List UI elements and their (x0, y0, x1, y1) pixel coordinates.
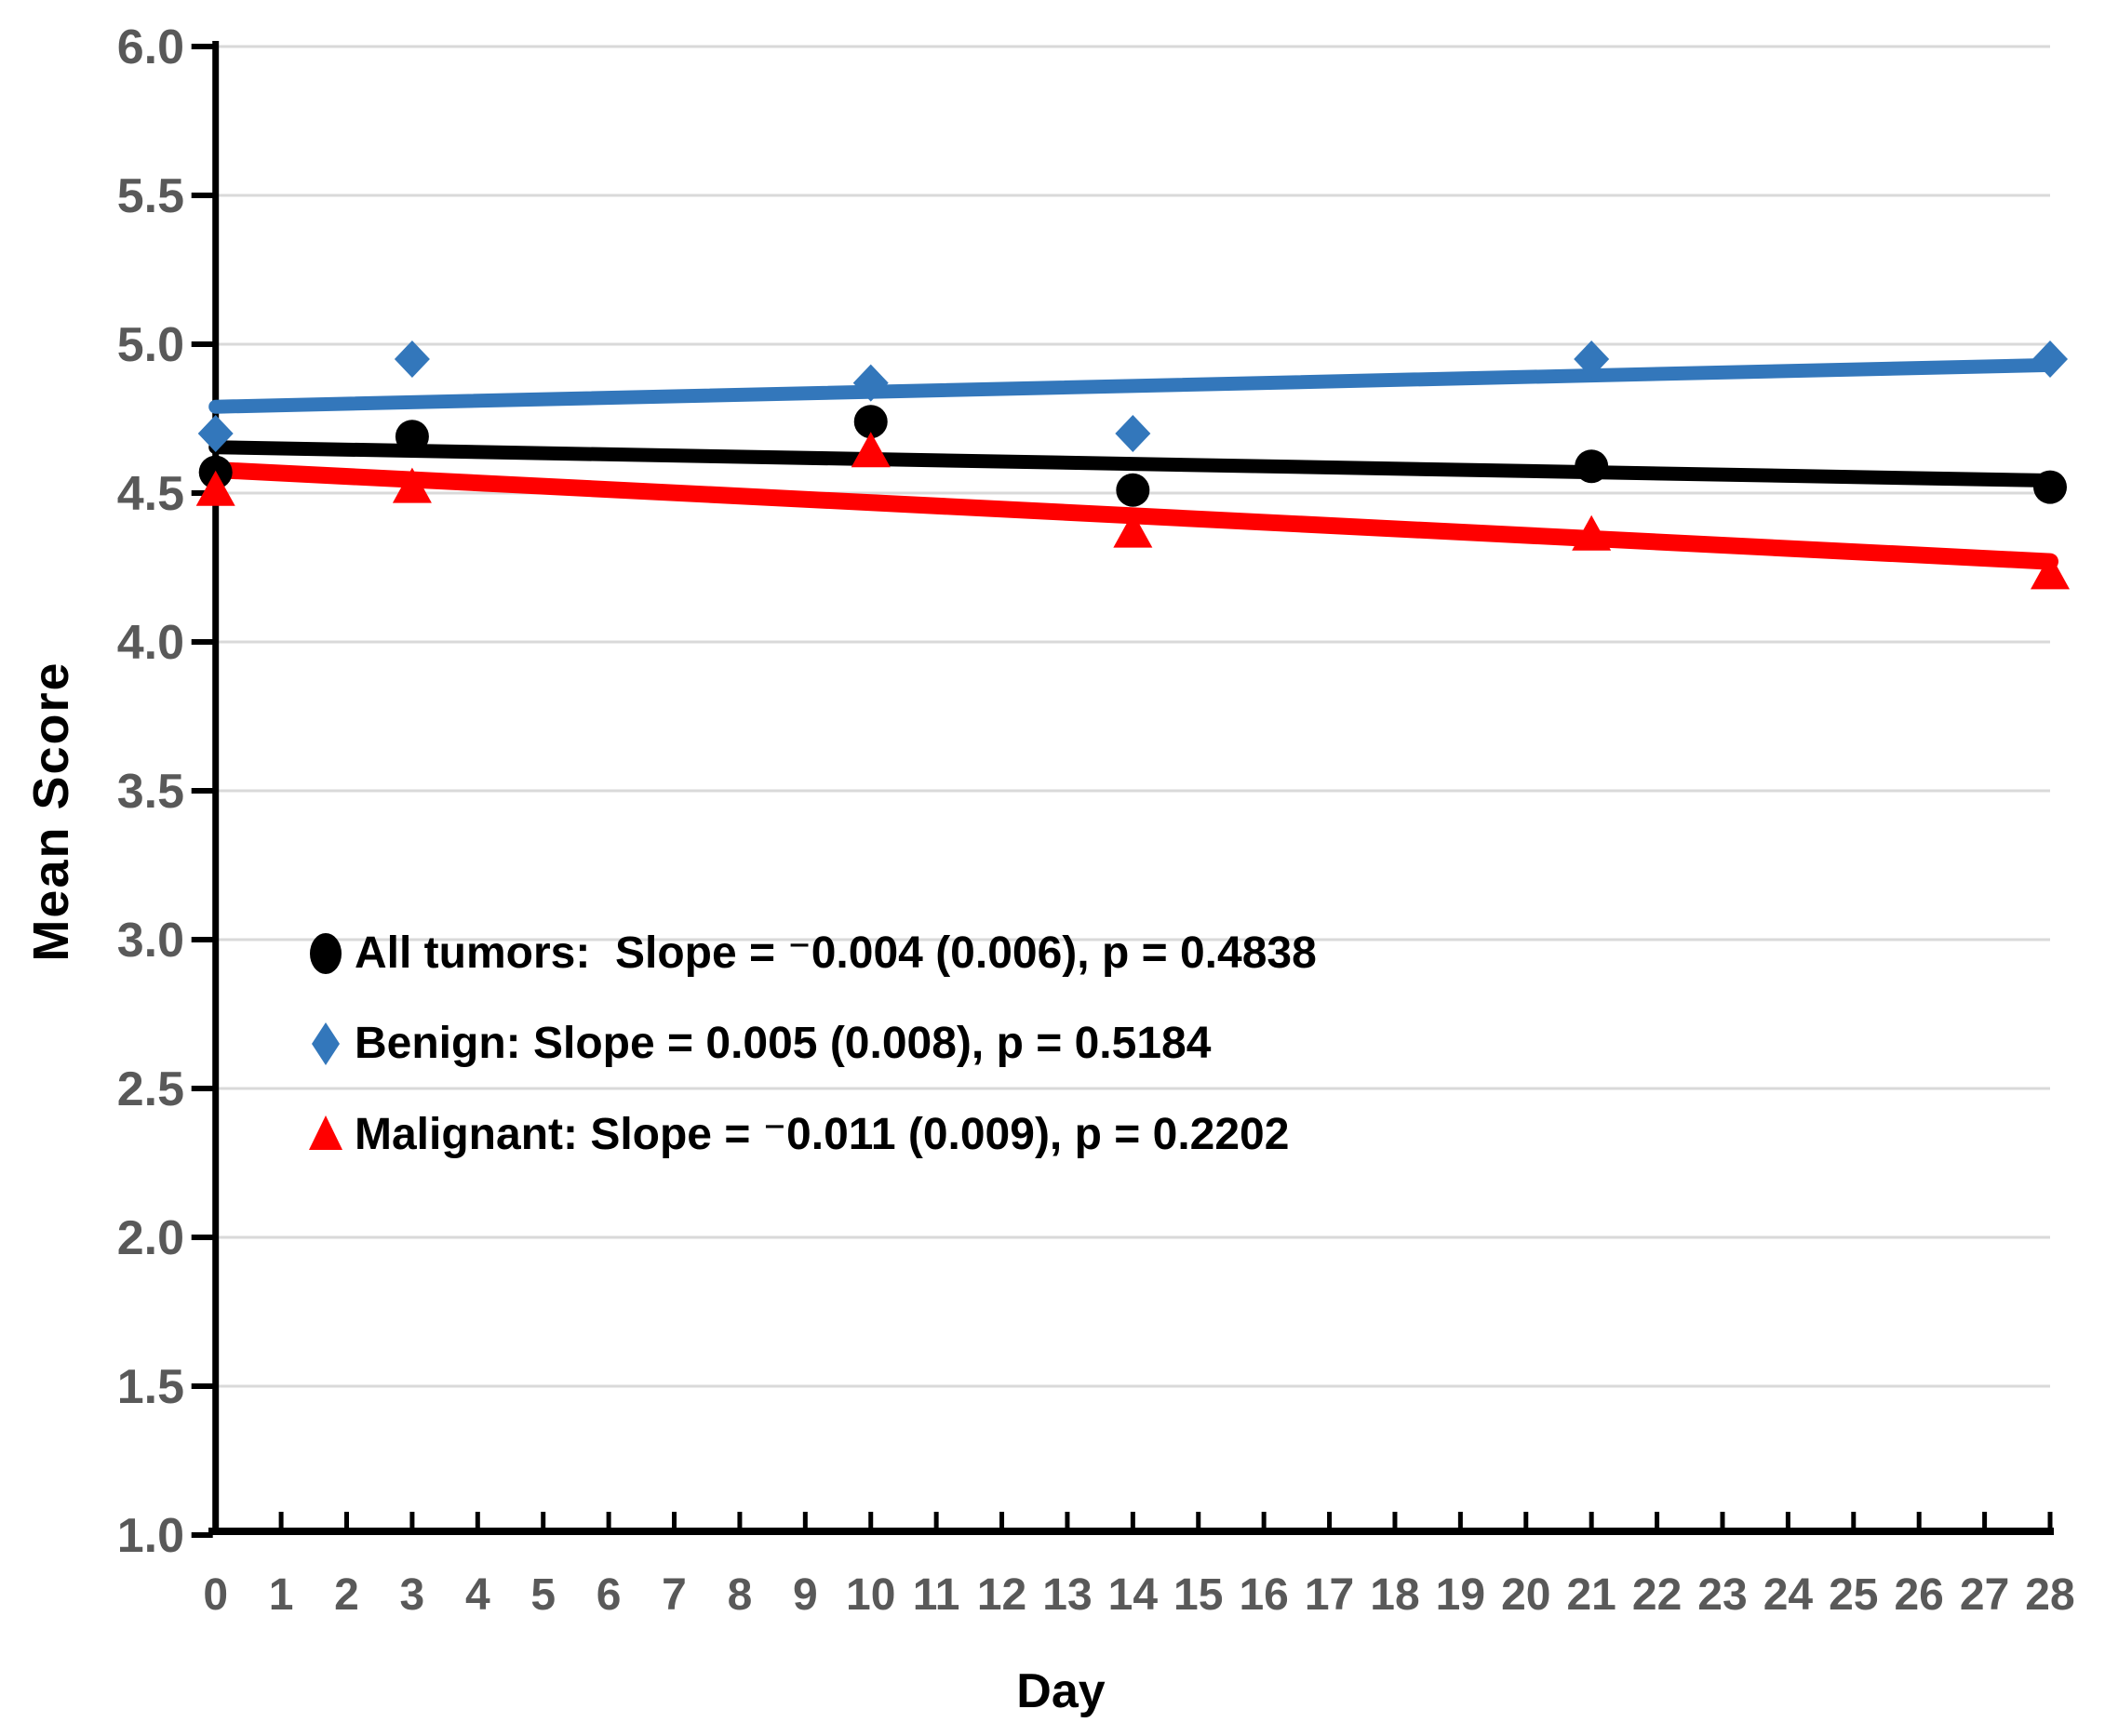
y-axis-title: Mean Score (23, 661, 79, 962)
svg-text:2.5: 2.5 (117, 1062, 184, 1116)
svg-text:15: 15 (1173, 1570, 1223, 1620)
svg-text:10: 10 (846, 1570, 895, 1620)
svg-text:14: 14 (1108, 1570, 1159, 1620)
svg-text:12: 12 (977, 1570, 1026, 1620)
svg-text:22: 22 (1632, 1570, 1682, 1620)
svg-text:4: 4 (465, 1570, 490, 1620)
svg-text:4.5: 4.5 (117, 467, 184, 521)
svg-text:1: 1 (269, 1570, 294, 1620)
svg-text:3.5: 3.5 (117, 765, 184, 819)
svg-text:13: 13 (1042, 1570, 1092, 1620)
svg-text:4.0: 4.0 (117, 616, 184, 670)
svg-text:9: 9 (793, 1570, 818, 1620)
svg-text:6.0: 6.0 (117, 20, 184, 74)
svg-text:1.0: 1.0 (117, 1509, 184, 1563)
svg-text:2.0: 2.0 (117, 1211, 184, 1265)
svg-text:2: 2 (334, 1570, 359, 1620)
x-axis-title: Day (1016, 1664, 1106, 1718)
svg-text:3.0: 3.0 (117, 914, 184, 968)
svg-text:5: 5 (530, 1570, 556, 1620)
svg-text:17: 17 (1305, 1570, 1354, 1620)
svg-text:5.5: 5.5 (117, 169, 184, 223)
svg-text:7: 7 (662, 1570, 687, 1620)
legend-item-benign: Benign: Slope = 0.005 (0.008), p = 0.518… (355, 1019, 1212, 1068)
svg-text:8: 8 (728, 1570, 753, 1620)
svg-text:3: 3 (400, 1570, 425, 1620)
svg-text:16: 16 (1239, 1570, 1288, 1620)
svg-text:23: 23 (1697, 1570, 1747, 1620)
svg-text:25: 25 (1829, 1570, 1878, 1620)
svg-text:20: 20 (1501, 1570, 1550, 1620)
svg-text:1.5: 1.5 (117, 1360, 184, 1414)
svg-text:19: 19 (1436, 1570, 1485, 1620)
svg-text:26: 26 (1894, 1570, 1943, 1620)
svg-text:28: 28 (2025, 1570, 2074, 1620)
legend-item-malignant: Malignant: Slope = ⁻0.011 (0.009), p = 0… (355, 1110, 1290, 1159)
svg-text:11: 11 (913, 1570, 960, 1620)
svg-text:24: 24 (1763, 1570, 1814, 1620)
legend-item-all-tumors: All tumors: Slope = ⁻0.004 (0.006), p = … (355, 928, 1317, 978)
svg-text:18: 18 (1370, 1570, 1419, 1620)
svg-text:0: 0 (203, 1570, 228, 1620)
svg-text:21: 21 (1566, 1570, 1616, 1620)
svg-text:27: 27 (1960, 1570, 2009, 1620)
svg-text:5.0: 5.0 (117, 318, 184, 372)
svg-text:6: 6 (597, 1570, 622, 1620)
